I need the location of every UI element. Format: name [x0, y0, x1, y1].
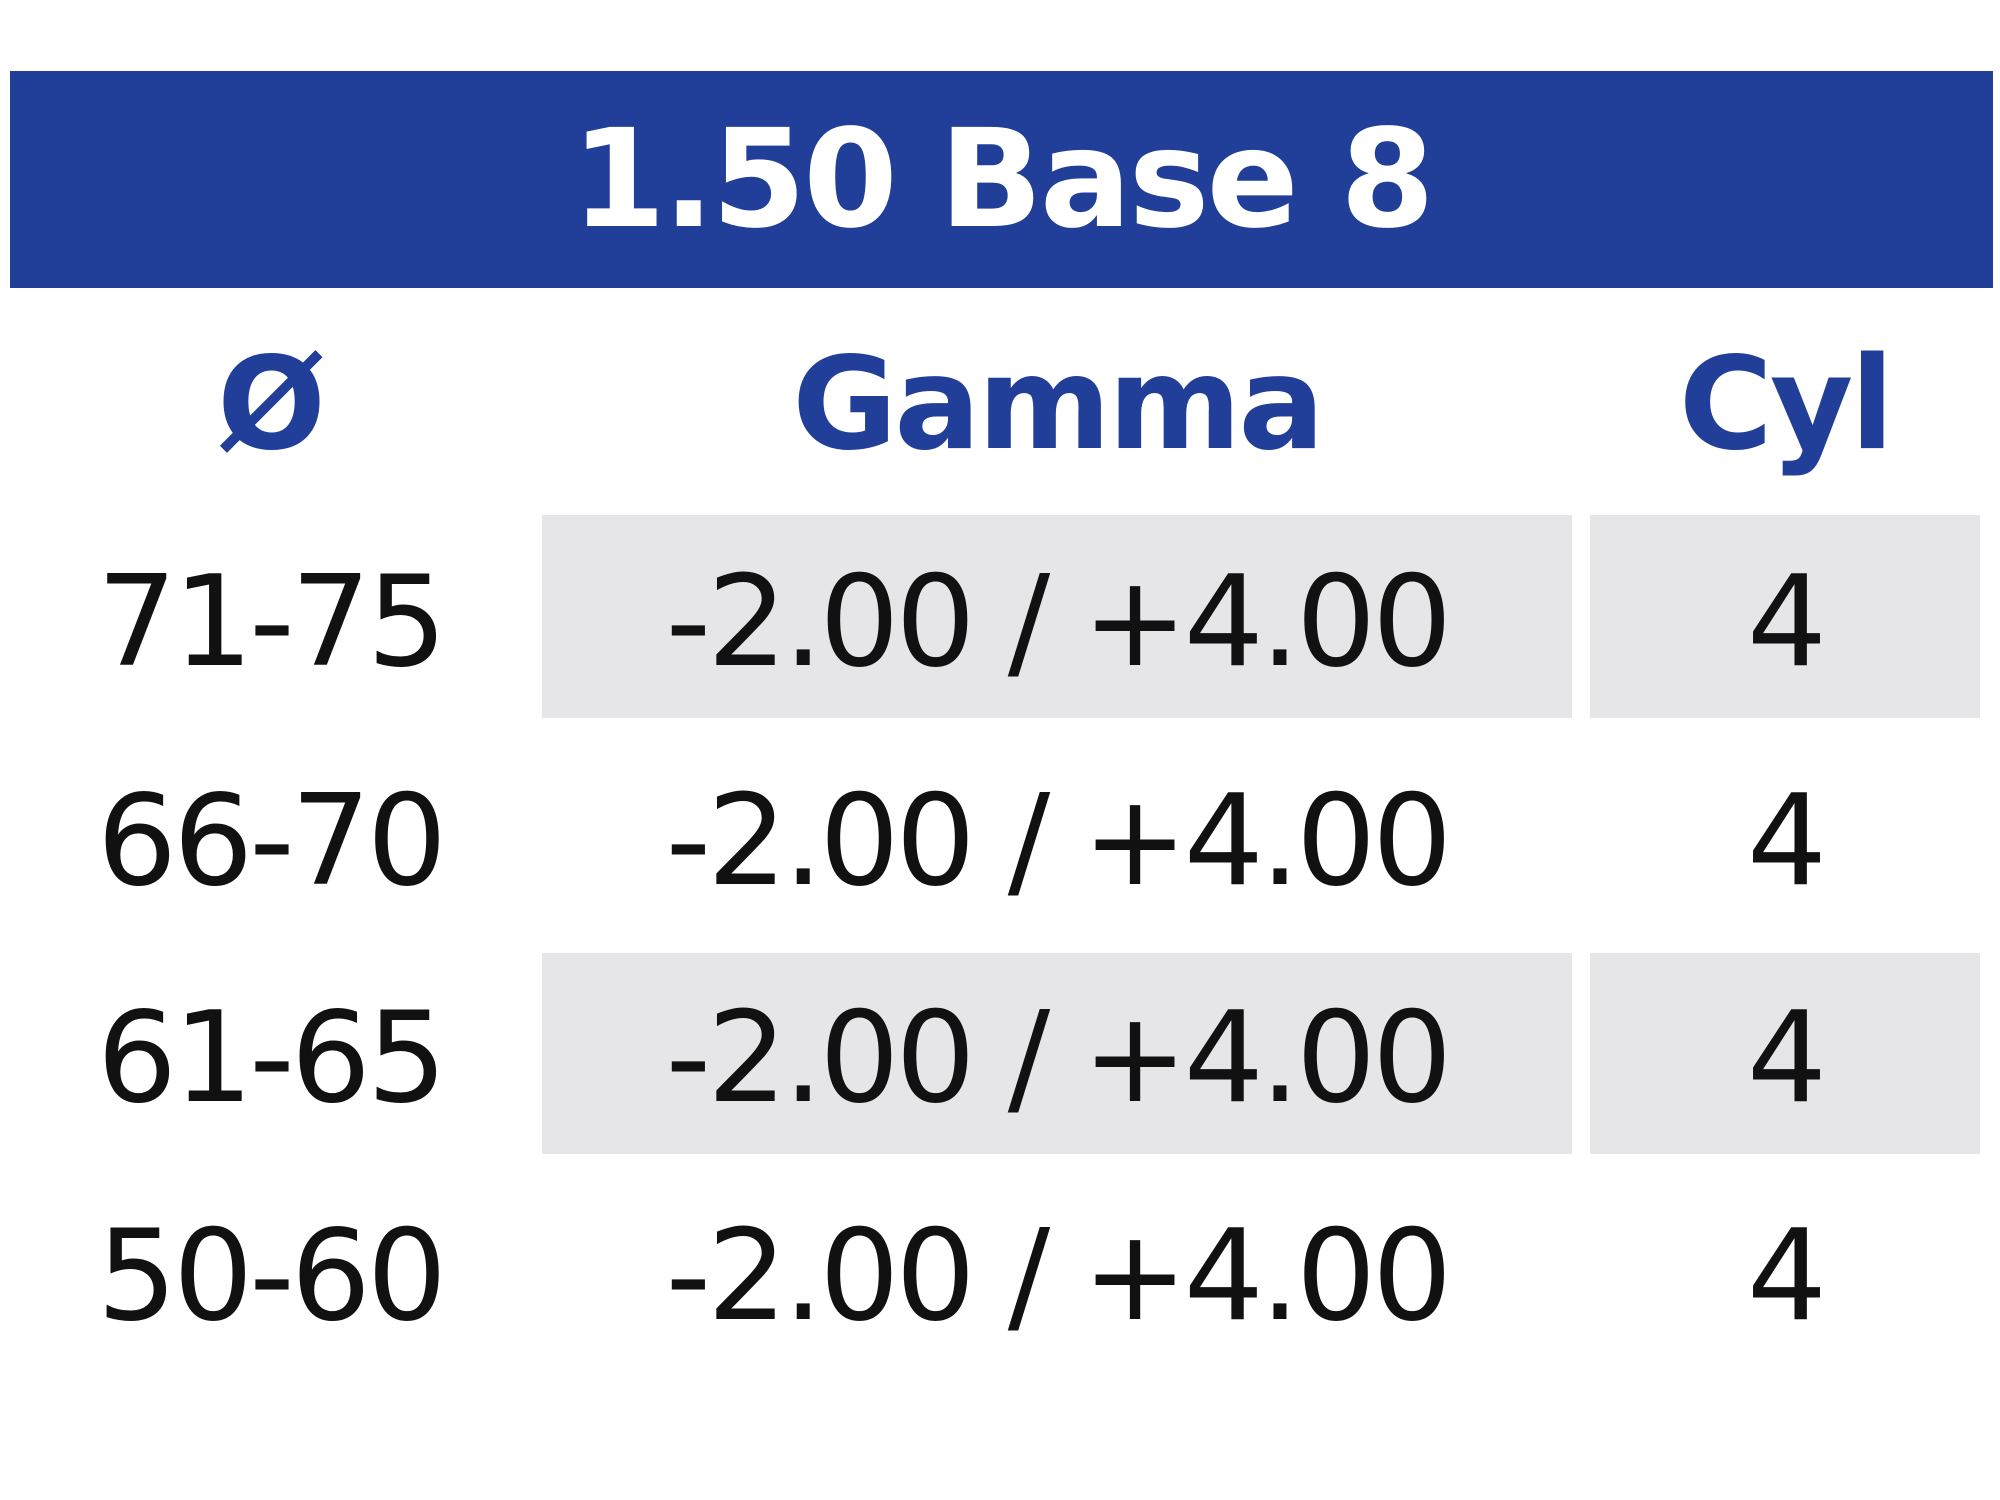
row-3-cyl-shade [1590, 953, 1980, 1154]
row-1-gamma-shade [542, 515, 1572, 718]
header-diameter: Ø [217, 330, 326, 479]
title-bar: 1.50 Base 8 [10, 71, 1993, 288]
row-1-cyl: 4 [1746, 548, 1827, 695]
table-row: 71-75 -2.00 / +4.00 4 [0, 522, 2000, 722]
row-3-gamma: -2.00 / +4.00 [665, 984, 1453, 1131]
row-3-cyl: 4 [1746, 984, 1827, 1131]
header-gamma: Gamma [792, 330, 1325, 479]
row-4-diameter: 50-60 [96, 1202, 447, 1349]
row-4-gamma: -2.00 / +4.00 [665, 1202, 1453, 1349]
row-4-cyl: 4 [1746, 1202, 1827, 1349]
table-row: 50-60 -2.00 / +4.00 4 [0, 1176, 2000, 1376]
row-1-diameter: 71-75 [96, 548, 447, 695]
row-2-cyl: 4 [1746, 767, 1827, 914]
table-title: 1.50 Base 8 [571, 100, 1434, 259]
table-row: 66-70 -2.00 / +4.00 4 [0, 741, 2000, 941]
row-2-gamma: -2.00 / +4.00 [665, 767, 1453, 914]
row-3-diameter: 61-65 [96, 984, 447, 1131]
table-row: 61-65 -2.00 / +4.00 4 [0, 958, 2000, 1158]
row-2-diameter: 66-70 [96, 767, 447, 914]
row-1-gamma: -2.00 / +4.00 [665, 548, 1453, 695]
row-3-gamma-shade [542, 953, 1572, 1154]
header-cyl: Cyl [1678, 330, 1894, 479]
row-1-cyl-shade [1590, 515, 1980, 718]
